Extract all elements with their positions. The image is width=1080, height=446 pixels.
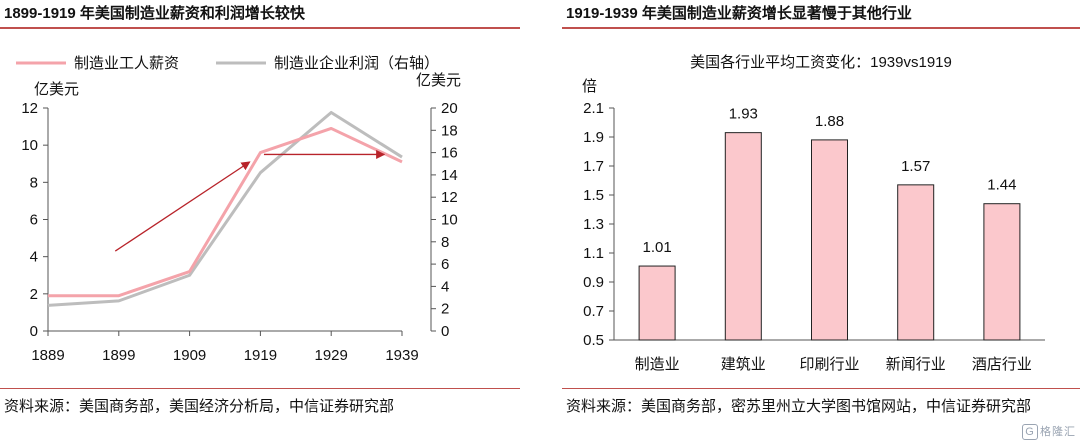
bar-chart-title: 美国各行业平均工资变化：1939vs1919 (690, 54, 952, 71)
bar (811, 139, 848, 341)
left-y-tick-label: 4 (30, 249, 38, 266)
bar-y-tick-label: 0.7 (583, 303, 604, 320)
bar-category-label: 新闻行业 (886, 356, 946, 373)
bar-y-tick-label: 0.9 (583, 274, 604, 291)
x-tick-label: 1919 (244, 347, 277, 364)
legend-label-profit: 制造业企业利润（右轴） (274, 54, 439, 72)
right-y-tick-label: 10 (441, 212, 458, 229)
bar-category-label: 酒店行业 (972, 356, 1032, 373)
bar-value-label: 1.57 (901, 158, 930, 175)
wage-series-line (48, 126, 403, 298)
x-tick-label: 1889 (31, 347, 64, 364)
left-source-note: 资料来源：美国商务部，美国经济分析局，中信证券研究部 (4, 398, 395, 415)
left-y-axis-label: 亿美元 (34, 81, 79, 98)
watermark: G 格隆汇 (1022, 423, 1076, 440)
bar-y-tick-label: 1.7 (583, 158, 604, 175)
bar-y-tick-label: 1.9 (583, 129, 604, 146)
bar-y-tick-label: 2.1 (583, 100, 604, 117)
bar (724, 132, 762, 341)
bar-y-tick-label: 0.5 (583, 332, 604, 349)
right-y-tick-label: 6 (441, 256, 449, 273)
right-title-rule (562, 27, 1080, 29)
trend-arrow (114, 161, 251, 252)
right-source-rule (562, 388, 1080, 389)
bar (983, 203, 1021, 341)
bar-y-tick-label: 1.5 (583, 187, 604, 204)
left-y-tick-label: 2 (30, 286, 38, 303)
right-y-tick-label: 2 (441, 301, 449, 318)
bar-value-label: 1.93 (729, 106, 758, 123)
left-panel-title: 1899-1919 年美国制造业薪资和利润增长较快 (4, 5, 305, 22)
bar-category-label: 制造业 (635, 356, 680, 373)
right-y-tick-label: 20 (441, 100, 458, 117)
x-tick-label: 1929 (315, 347, 348, 364)
right-y-tick-label: 0 (441, 323, 449, 340)
right-y-tick-label: 4 (441, 278, 449, 295)
x-tick-label: 1939 (385, 347, 418, 364)
right-source-note: 资料来源：美国商务部，密苏里州立大学图书馆网站，中信证券研究部 (566, 398, 1032, 415)
bar-y-tick-label: 1.3 (583, 216, 604, 233)
left-y-tick-label: 10 (21, 137, 38, 154)
bar-value-label: 1.88 (815, 113, 844, 130)
bar (897, 184, 935, 341)
watermark-text: 格隆汇 (1040, 426, 1076, 438)
right-panel-title: 1919-1939 年美国制造业薪资增长显著慢于其他行业 (566, 5, 912, 22)
left-source-rule (0, 388, 520, 389)
right-y-tick-label: 14 (441, 167, 458, 184)
left-title-rule (0, 27, 520, 29)
bar-value-label: 1.44 (987, 177, 1016, 194)
bar (638, 265, 676, 341)
right-y-axis-label: 亿美元 (416, 72, 461, 89)
watermark-logo-icon: G (1022, 424, 1038, 440)
bar-category-label: 建筑业 (721, 356, 766, 373)
x-tick-label: 1899 (102, 347, 135, 364)
legend-label-wage: 制造业工人薪资 (74, 55, 179, 72)
wage-profit-line-chart: 0 2 4 6 8 10 12 亿美元 0 2 4 6 8 10 12 14 16 18 20 亿美元 1889 1899… (16, 54, 461, 364)
bar-y-axis-label: 倍 (582, 78, 597, 95)
bar-category-label: 印刷行业 (799, 356, 859, 373)
industry-wage-bar-chart: 美国各行业平均工资变化：1939vs1919 倍 0.5 0.7 0.9 1.1 1.3 1.… (582, 54, 1045, 373)
right-panel: 1919-1939 年美国制造业薪资增长显著慢于其他行业 美国各行业平均工资变化… (562, 0, 1080, 446)
right-y-tick-label: 18 (441, 122, 458, 139)
right-y-tick-label: 8 (441, 234, 449, 251)
left-y-tick-label: 6 (30, 212, 38, 229)
left-y-tick-label: 0 (30, 323, 38, 340)
bar-y-tick-label: 1.1 (583, 245, 604, 262)
left-y-tick-label: 12 (21, 100, 38, 117)
x-tick-label: 1909 (173, 347, 206, 364)
bar-value-label: 1.01 (642, 239, 671, 256)
right-y-tick-label: 12 (441, 189, 458, 206)
profit-series-line (47, 110, 403, 307)
right-y-tick-label: 16 (441, 145, 458, 162)
left-y-tick-label: 8 (30, 174, 38, 191)
left-panel: 1899-1919 年美国制造业薪资和利润增长较快 0 2 4 6 8 10 12 亿美元 0 2… (0, 0, 520, 446)
